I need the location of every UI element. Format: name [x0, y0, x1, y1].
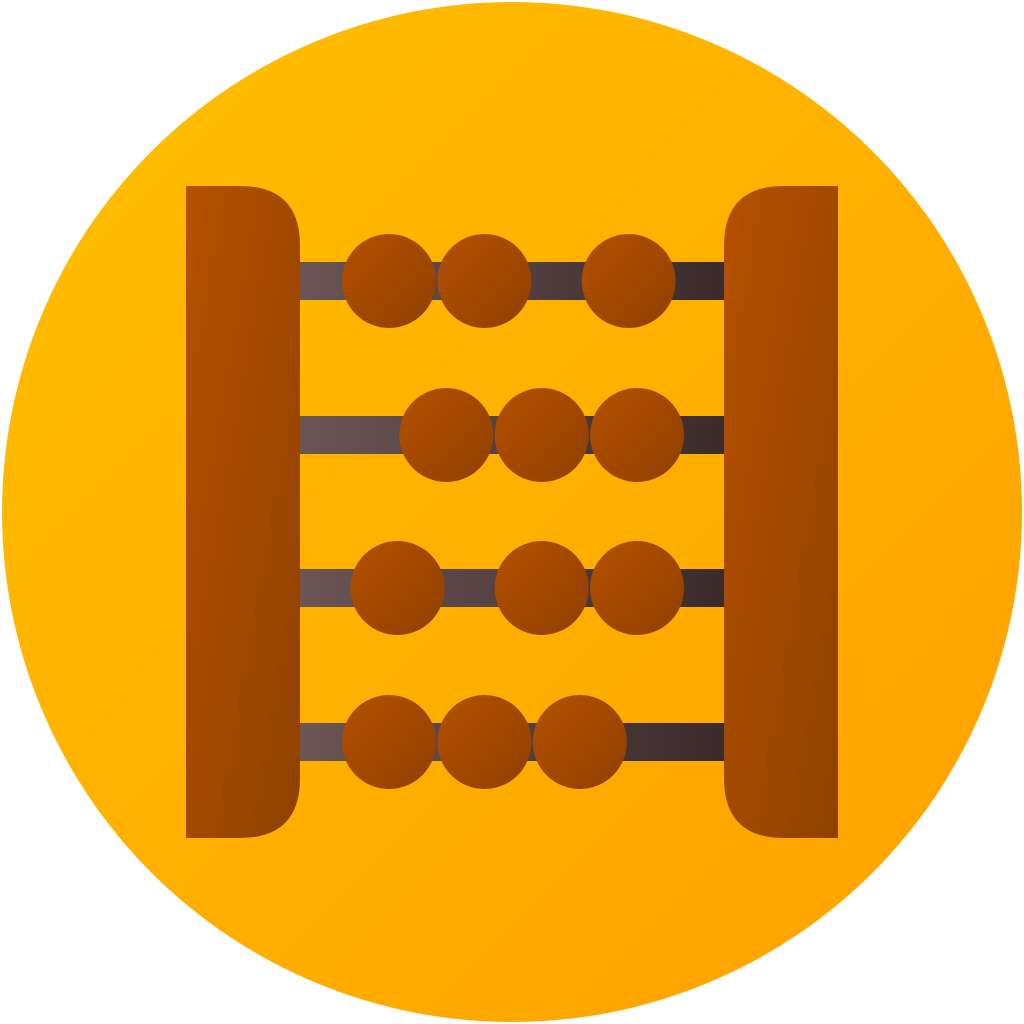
abacus-bead: [581, 234, 676, 328]
abacus-beads: [342, 234, 685, 789]
abacus-bead: [590, 541, 685, 635]
abacus-bead: [350, 541, 445, 635]
abacus-bead: [590, 388, 685, 482]
abacus-bead: [437, 695, 532, 789]
abacus-bead: [342, 695, 437, 789]
abacus-bead: [399, 388, 494, 482]
abacus-right-frame: [724, 186, 838, 838]
abacus-bead: [494, 541, 589, 635]
abacus-bead: [494, 388, 589, 482]
abacus-left-frame: [186, 186, 300, 838]
abacus-bead: [532, 695, 627, 789]
abacus-bead: [342, 234, 437, 328]
abacus-bead: [437, 234, 532, 328]
